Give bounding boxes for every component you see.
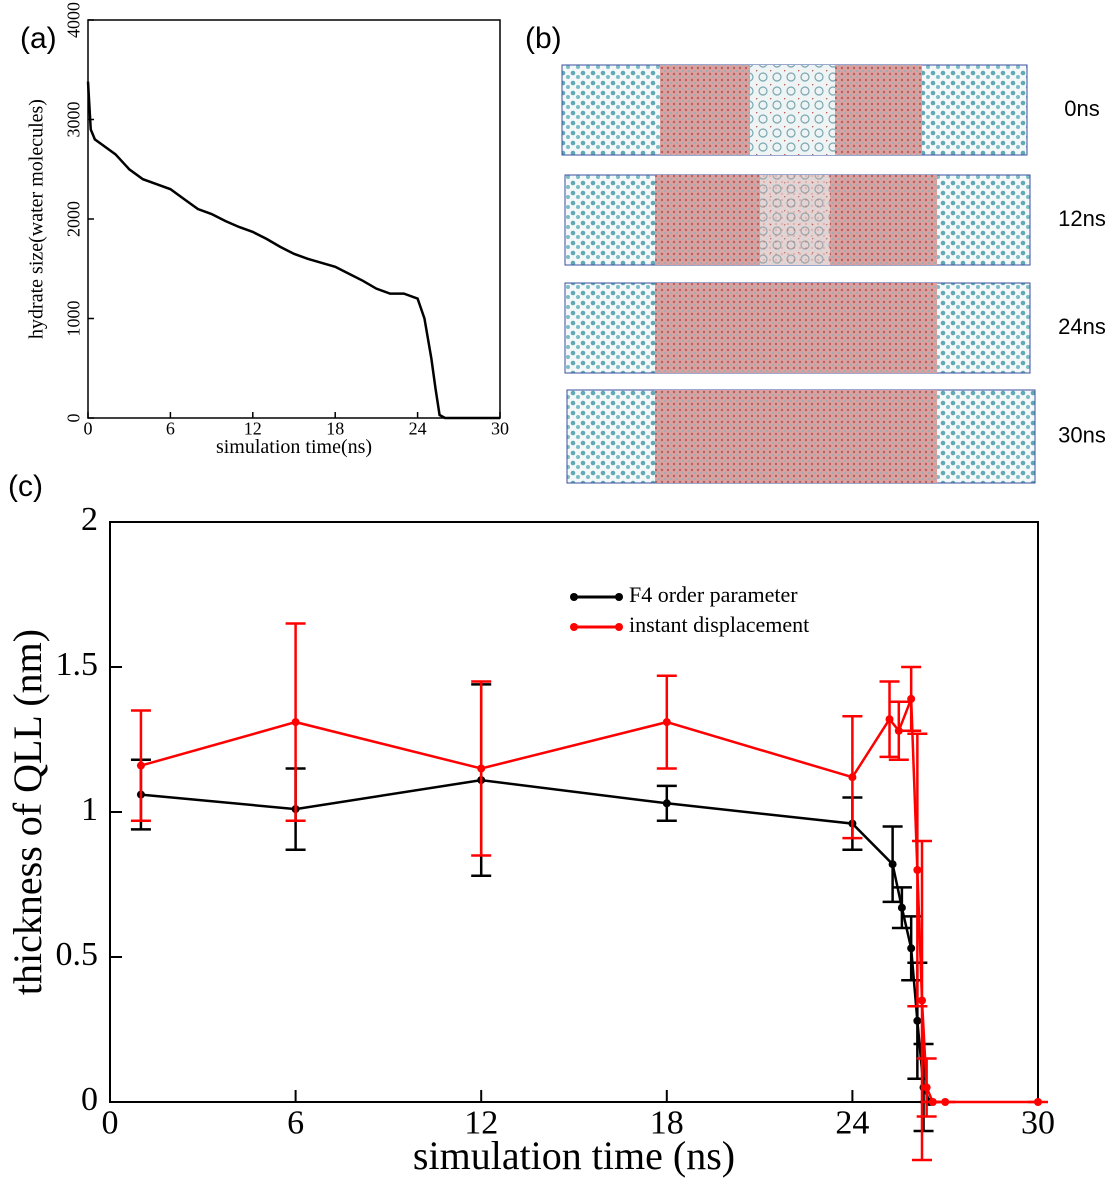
panel-c: 0 6 12 18 24 30 0 0.5 1 1.5 2 simulation time (ns) t… (5, 501, 1055, 1178)
legend-label: instant displacement (629, 612, 809, 637)
marker (922, 1083, 931, 1092)
snapshot-label: 30ns (1058, 422, 1106, 447)
x-tick-label: 24 (835, 1105, 869, 1142)
marker (136, 761, 145, 770)
y-tick-label: 4000 (64, 2, 84, 38)
marker (662, 718, 671, 727)
legend-marker (615, 623, 623, 631)
series-line (140, 778, 931, 1103)
x-axis-label: simulation time (ns) (413, 1133, 735, 1178)
marker (941, 1098, 950, 1106)
series-line (86, 81, 500, 420)
x-tick-label: 12 (464, 1105, 498, 1142)
y-tick-label: 1.5 (56, 646, 99, 683)
x-tick-label: 18 (650, 1105, 684, 1142)
y-tick-label: 0 (64, 414, 84, 423)
snapshot-label: 0ns (1064, 96, 1099, 121)
y-tick-label: 0.5 (56, 936, 99, 973)
y-axis-label: hydrate size(water molecules) (26, 99, 48, 339)
snapshot-liquid (655, 390, 937, 483)
marker (662, 799, 671, 808)
x-tick-label: 30 (1021, 1105, 1055, 1142)
panel-a: 0 6 12 18 24 30 0 1000 2000 3000 4000 simulation ti… (26, 2, 509, 458)
y-tick-label: 0 (81, 1081, 98, 1118)
snapshots: 0ns 12ns 24ns 30ns (561, 64, 1106, 484)
snapshot-label: 24ns (1058, 314, 1106, 339)
x-tick-label: 0 (84, 419, 93, 439)
marker (885, 715, 894, 724)
x-tick-label: 6 (287, 1105, 304, 1142)
snapshot-liquid (655, 283, 937, 373)
marker (907, 694, 916, 703)
y-tick-label: 3000 (64, 102, 84, 138)
x-tick-label: 12 (244, 419, 262, 439)
marker (913, 1016, 922, 1025)
y-tick-label: 1 (81, 791, 98, 828)
y-tick-label: 1000 (64, 301, 84, 337)
x-tick-label: 6 (166, 419, 175, 439)
x-tick-label: 18 (326, 419, 344, 439)
snapshot-label: 12ns (1058, 206, 1106, 231)
x-axis-label: simulation time(ns) (216, 436, 372, 458)
y-tick-label: 2 (81, 501, 98, 538)
marker (918, 996, 926, 1005)
y-axis-label: thickness of QLL (nm) (5, 629, 50, 995)
marker (291, 718, 300, 727)
marker (897, 903, 906, 912)
marker (1034, 1098, 1042, 1106)
panel-label: (c) (8, 470, 43, 503)
marker (477, 764, 486, 773)
y-tick-label: 2000 (64, 201, 84, 237)
marker (894, 726, 903, 735)
panel-label: (a) (20, 22, 57, 55)
x-tick-label: 0 (102, 1105, 119, 1142)
marker (928, 1098, 937, 1106)
marker (913, 866, 922, 874)
snapshot-hydrate (760, 175, 830, 265)
panel-label: (b) (525, 22, 562, 55)
marker (848, 773, 857, 782)
legend-marker (615, 593, 623, 601)
legend-marker (570, 593, 578, 601)
plot-frame (109, 521, 1039, 1103)
plot-frame (87, 19, 501, 419)
marker (907, 944, 916, 953)
legend-label: F4 order parameter (629, 582, 798, 607)
legend-marker (570, 623, 578, 631)
marker (888, 860, 897, 869)
snapshot-hydrate (750, 65, 835, 155)
x-tick-label: 24 (409, 419, 427, 439)
x-tick-label: 30 (491, 419, 509, 439)
